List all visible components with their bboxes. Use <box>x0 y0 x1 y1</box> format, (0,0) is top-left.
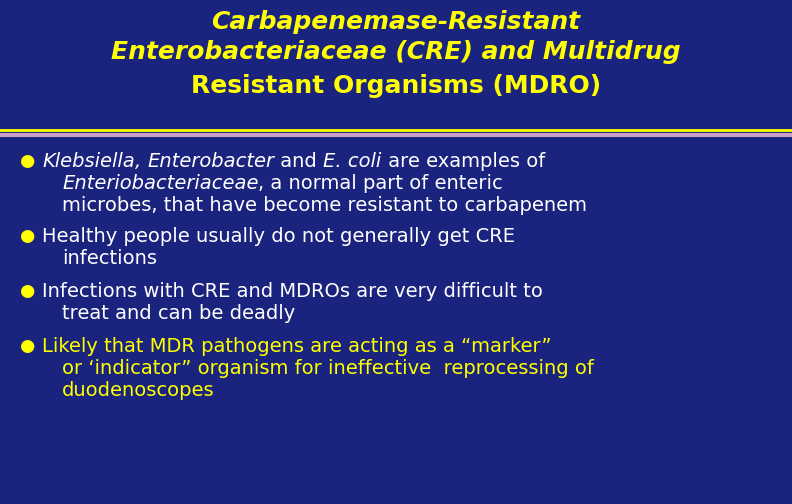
Text: Likely that MDR pathogens are acting as a “marker”: Likely that MDR pathogens are acting as … <box>42 337 551 356</box>
Text: duodenoscopes: duodenoscopes <box>62 381 215 400</box>
Text: ,: , <box>135 152 147 171</box>
Text: microbes, that have become resistant to carbapenem: microbes, that have become resistant to … <box>62 196 587 215</box>
Text: E. coli: E. coli <box>323 152 382 171</box>
Text: Carbapenemase-Resistant: Carbapenemase-Resistant <box>211 10 581 34</box>
Text: treat and can be deadly: treat and can be deadly <box>62 304 295 323</box>
Text: and: and <box>274 152 323 171</box>
Text: Healthy people usually do not generally get CRE: Healthy people usually do not generally … <box>42 227 515 246</box>
Text: ●: ● <box>21 227 36 245</box>
Text: Infections with CRE and MDROs are very difficult to: Infections with CRE and MDROs are very d… <box>42 282 543 301</box>
Text: or ‘indicator” organism for ineffective  reprocessing of: or ‘indicator” organism for ineffective … <box>62 359 594 378</box>
Text: infections: infections <box>62 249 157 268</box>
Text: are examples of: are examples of <box>382 152 545 171</box>
Text: ●: ● <box>21 152 36 170</box>
Text: Enteriobacteriaceae: Enteriobacteriaceae <box>62 174 258 193</box>
Text: Enterobacter: Enterobacter <box>147 152 274 171</box>
Text: Resistant Organisms (MDRO): Resistant Organisms (MDRO) <box>191 74 601 98</box>
Text: Enterobacteriaceae (CRE) and Multidrug: Enterobacteriaceae (CRE) and Multidrug <box>111 40 681 64</box>
Text: Klebsiella: Klebsiella <box>42 152 135 171</box>
Text: ●: ● <box>21 282 36 300</box>
Text: ●: ● <box>21 337 36 355</box>
Text: , a normal part of enteric: , a normal part of enteric <box>258 174 503 193</box>
